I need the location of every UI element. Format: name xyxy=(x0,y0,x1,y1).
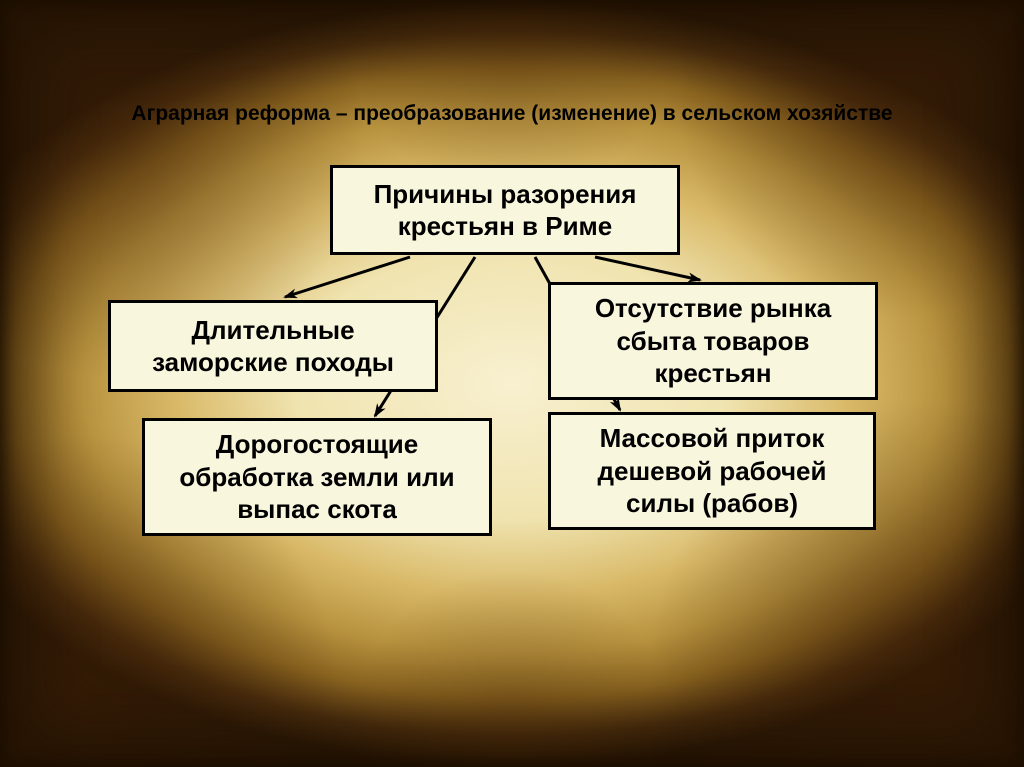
root-box: Причины разорения крестьян в Риме xyxy=(330,165,680,255)
cause-box-1: Длительные заморские походы xyxy=(108,300,438,392)
diagram-content: Аграрная реформа – преобразование (измен… xyxy=(0,0,1024,767)
cause-box-2: Отсутствие рынка сбыта товаров крестьян xyxy=(548,282,878,400)
diagram-title: Аграрная реформа – преобразование (измен… xyxy=(0,102,1024,126)
cause-box-3: Дорогостоящие обработка земли или выпас … xyxy=(142,418,492,536)
cause-box-4: Массовой приток дешевой рабочей силы (ра… xyxy=(548,412,876,530)
